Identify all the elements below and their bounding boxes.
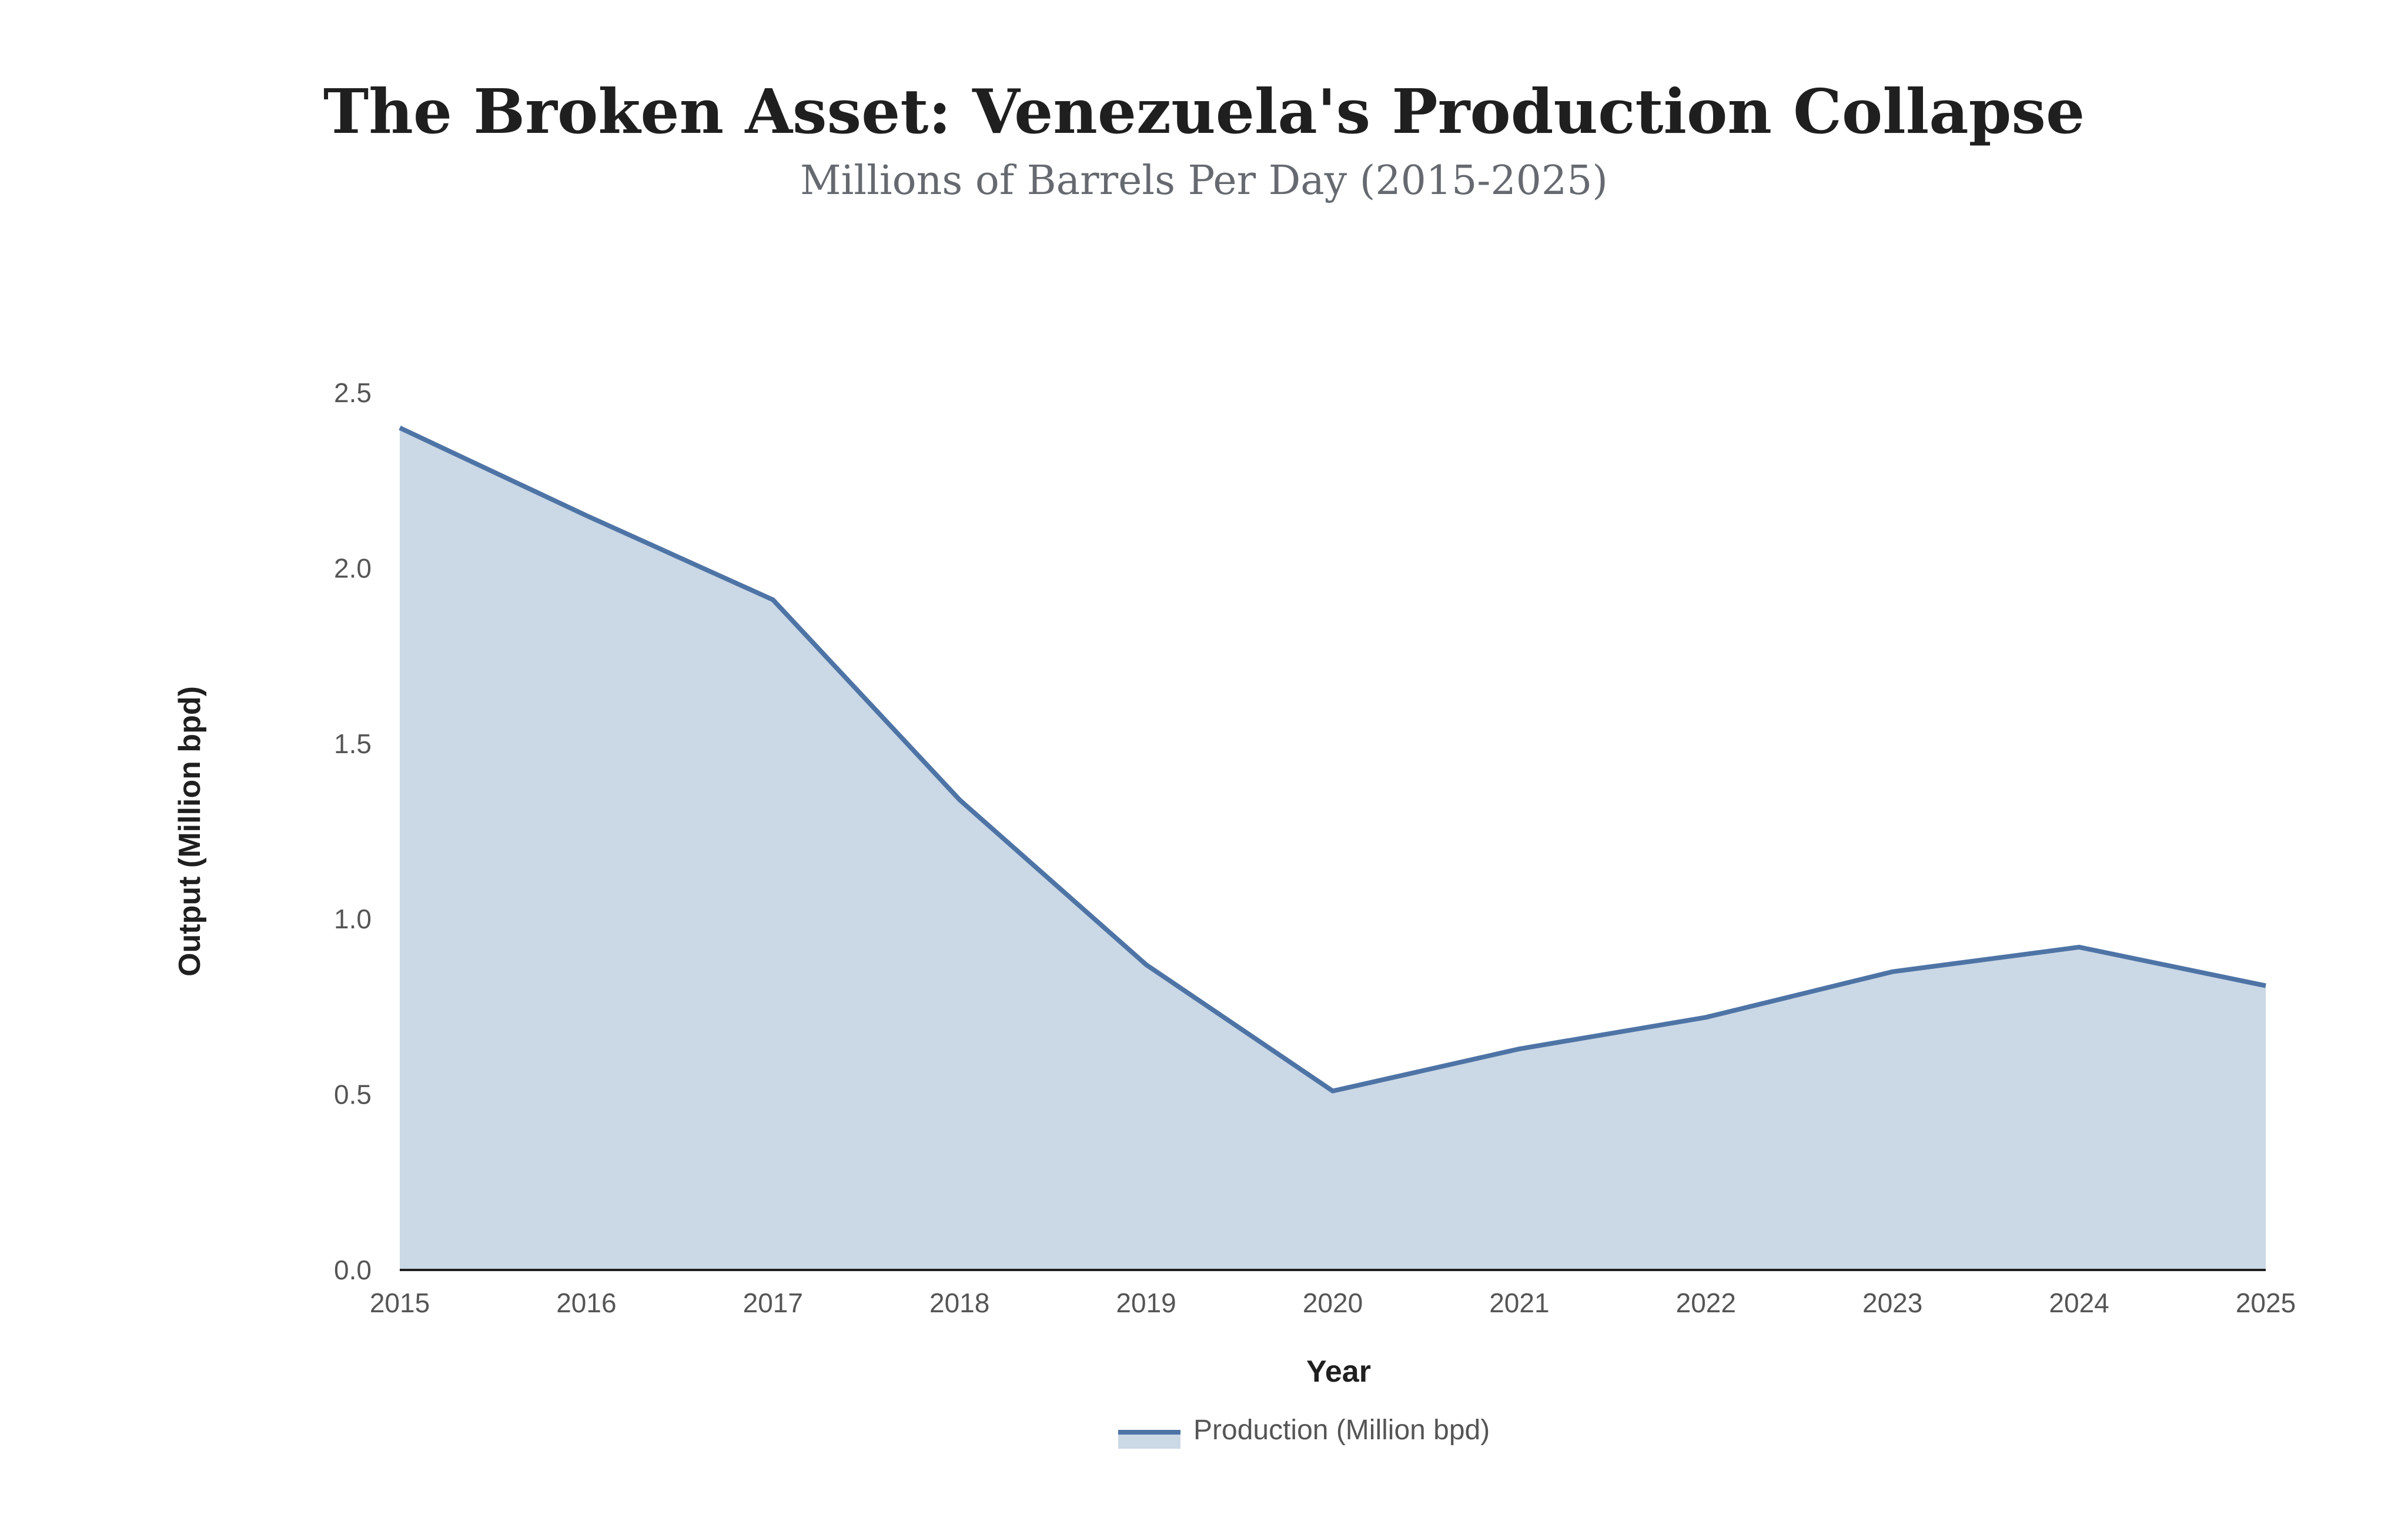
x-tick-label-2016: 2016 <box>556 1288 616 1318</box>
y-axis-ticks: 0.0 0.5 1.0 1.5 2.0 2.5 <box>334 377 372 1285</box>
chart-subtitle: Millions of Barrels Per Day (2015-2025) <box>800 158 1608 204</box>
legend-label: Production (Million bpd) <box>1193 1415 1490 1446</box>
data-point-2017[interactable] <box>770 596 777 603</box>
y-tick-label-1.0: 1.0 <box>334 904 372 934</box>
data-point-2019[interactable] <box>1143 961 1150 968</box>
y-tick-label-2.0: 2.0 <box>334 553 372 583</box>
data-point-2018[interactable] <box>956 796 963 803</box>
y-tick-label-0.5: 0.5 <box>334 1079 372 1110</box>
area-fill <box>400 427 2266 1271</box>
legend[interactable]: Production (Million bpd) <box>1118 1415 1490 1449</box>
data-point-2021[interactable] <box>1516 1045 1523 1052</box>
x-tick-label-2019: 2019 <box>1116 1288 1176 1318</box>
plot-area <box>396 424 2269 1271</box>
x-tick-label-2024: 2024 <box>2049 1288 2109 1318</box>
data-point-2022[interactable] <box>1703 1014 1710 1021</box>
x-axis-title: Year <box>1306 1355 1371 1389</box>
data-point-2016[interactable] <box>583 512 590 519</box>
x-tick-label-2015: 2015 <box>370 1288 430 1318</box>
data-point-2025[interactable] <box>2262 982 2269 990</box>
data-point-2015[interactable] <box>396 424 403 432</box>
data-point-2023[interactable] <box>1889 968 1896 975</box>
x-tick-label-2022: 2022 <box>1676 1288 1736 1318</box>
x-tick-label-2023: 2023 <box>1862 1288 1922 1318</box>
data-point-2024[interactable] <box>2076 944 2083 951</box>
y-tick-label-0.0: 0.0 <box>334 1255 372 1285</box>
y-axis-title: Output (Million bpd) <box>173 686 207 977</box>
x-tick-label-2017: 2017 <box>743 1288 803 1318</box>
x-tick-label-2021: 2021 <box>1489 1288 1549 1318</box>
data-point-2020[interactable] <box>1329 1088 1336 1095</box>
x-axis-ticks: 2015 2016 2017 2018 2019 2020 2021 2022 2023 2024… <box>370 1288 2296 1318</box>
y-tick-label-1.5: 1.5 <box>334 728 372 759</box>
x-tick-label-2025: 2025 <box>2236 1288 2296 1318</box>
x-tick-label-2020: 2020 <box>1303 1288 1363 1318</box>
y-tick-label-2.5: 2.5 <box>334 377 372 408</box>
chart-title: The Broken Asset: Venezuela's Production… <box>323 75 2085 148</box>
x-tick-label-2018: 2018 <box>929 1288 989 1318</box>
series-line <box>399 426 2266 1094</box>
